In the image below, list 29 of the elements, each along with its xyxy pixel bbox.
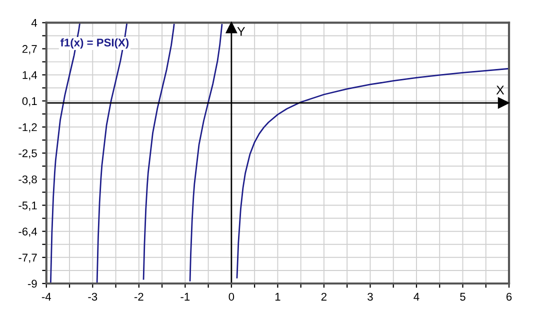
- x-tick-label: 3: [368, 292, 373, 301]
- y-tick-label: 4: [31, 19, 38, 27]
- x-tick-label: -1: [180, 292, 190, 301]
- annotation: f1(x) = PSI(X): [60, 38, 129, 49]
- x-tick-label: 5: [460, 292, 466, 301]
- x-tick-label: -4: [42, 292, 51, 301]
- y-tick-label: 2,7: [22, 45, 37, 54]
- ref-line-label: Y: [237, 27, 246, 36]
- y-tick-label: -3,8: [18, 175, 37, 185]
- y-tick-label: -7,7: [18, 254, 37, 263]
- y-tick-label: 0,1: [22, 97, 37, 106]
- y-tick-label: -2,5: [18, 149, 37, 159]
- x-tick-label: -2: [134, 292, 144, 301]
- x-tick-label: 0: [228, 292, 234, 301]
- line-series: [142, 24, 175, 280]
- x-tick-label: -3: [88, 292, 98, 301]
- line-series: [236, 68, 510, 278]
- x-tick-label: 1: [275, 292, 280, 301]
- ref-line-label: X: [496, 86, 504, 94]
- line-series: [96, 22, 128, 284]
- y-tick-label: -5,1: [18, 202, 37, 211]
- y-tick-label: 1,4: [22, 71, 38, 80]
- y-tick-label: -1,2: [18, 123, 37, 132]
- x-tick-label: 2: [321, 292, 326, 301]
- x-tick-label: 6: [506, 292, 512, 301]
- line-series: [189, 24, 223, 282]
- y-tick-label: -9: [28, 280, 37, 288]
- y-tick-label: -6,4: [18, 228, 38, 237]
- x-tick-label: 4: [414, 292, 420, 301]
